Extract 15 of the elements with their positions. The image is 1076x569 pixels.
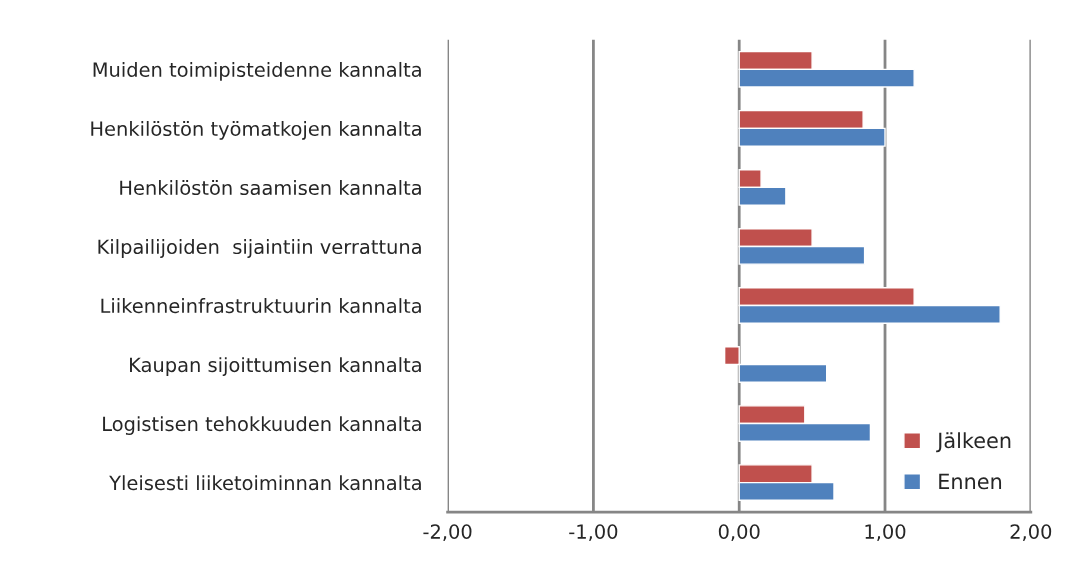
y-tick-label: Liikenneinfrastruktuurin kannalta bbox=[101, 298, 421, 314]
legend-label: Ennen bbox=[939, 473, 1002, 490]
x-tick-label: 0,00 bbox=[718, 524, 760, 541]
x-tick-label: 1,00 bbox=[865, 524, 906, 541]
x-tick-label: 2,00 bbox=[1010, 524, 1052, 541]
y-tick-label: Yleisesti liiketoiminnan kannalta bbox=[109, 475, 421, 491]
y-tick-label: Muiden toimipisteidenne kannalta bbox=[93, 61, 421, 81]
y-tick-label: Kilpailijoiden sijaintiin verrattuna bbox=[98, 239, 421, 258]
y-tick-label: Kaupan sijoittumisen kannalta bbox=[130, 357, 421, 376]
legend-label: Jälkeen bbox=[936, 432, 1011, 453]
y-tick-label: Logistisen tehokkuuden kannalta bbox=[103, 416, 421, 435]
x-tick-label: -1,00 bbox=[569, 524, 618, 541]
y-tick-label: Henkilöstön työmatkojen kannalta bbox=[91, 120, 421, 140]
x-tick-label: -2,00 bbox=[423, 524, 472, 541]
y-tick-label: Henkilöstön saamisen kannalta bbox=[120, 180, 421, 196]
